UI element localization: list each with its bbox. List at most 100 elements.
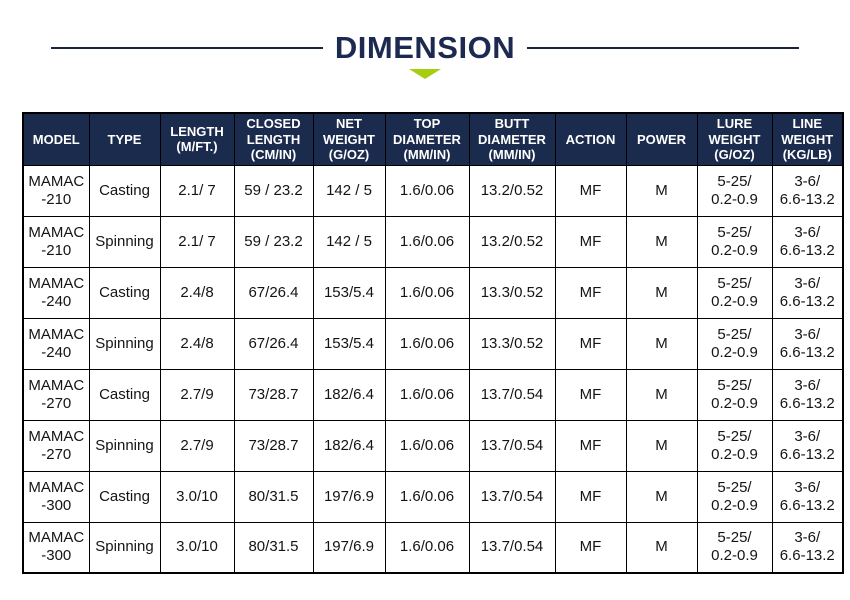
header-model: MODEL	[22, 112, 90, 166]
cell-net-weight: 153/5.4	[312, 317, 386, 370]
title-underline-triangle-icon	[409, 69, 441, 79]
cell-net-weight: 197/6.9	[312, 521, 386, 574]
cell-length: 2.1/ 7	[159, 164, 235, 217]
cell-butt-diameter: 13.3/0.52	[468, 266, 556, 319]
cell-net-weight: 142 / 5	[312, 164, 386, 217]
cell-line-weight: 3-6/ 6.6-13.2	[771, 470, 844, 523]
table-body: MAMAC -210 Casting 2.1/ 7 59 / 23.2 142 …	[22, 164, 844, 574]
cell-action: MF	[554, 266, 627, 319]
cell-power: M	[625, 419, 698, 472]
cell-line-weight: 3-6/ 6.6-13.2	[771, 368, 844, 421]
header-lure-weight: LURE WEIGHT (G/OZ)	[696, 112, 773, 166]
table-header-row: MODEL TYPE LENGTH (M/FT.) CLOSED LENGTH …	[22, 112, 844, 166]
cell-type: Casting	[88, 164, 161, 217]
cell-line-weight: 3-6/ 6.6-13.2	[771, 164, 844, 217]
title-rule-right	[527, 46, 800, 49]
cell-model: MAMAC -240	[22, 317, 90, 370]
table-row: MAMAC -270 Casting 2.7/9 73/28.7 182/6.4…	[22, 368, 844, 421]
cell-type: Casting	[88, 470, 161, 523]
cell-power: M	[625, 215, 698, 268]
table-row: MAMAC -300 Spinning 3.0/10 80/31.5 197/6…	[22, 521, 844, 574]
table-row: MAMAC -240 Spinning 2.4/8 67/26.4 153/5.…	[22, 317, 844, 370]
header-butt-diameter: BUTT DIAMETER (MM/IN)	[468, 112, 556, 166]
cell-action: MF	[554, 521, 627, 574]
cell-power: M	[625, 266, 698, 319]
cell-butt-diameter: 13.3/0.52	[468, 317, 556, 370]
cell-model: MAMAC -270	[22, 368, 90, 421]
cell-type: Spinning	[88, 419, 161, 472]
cell-lure-weight: 5-25/ 0.2-0.9	[696, 164, 773, 217]
cell-closed-length: 73/28.7	[233, 368, 314, 421]
table-header: MODEL TYPE LENGTH (M/FT.) CLOSED LENGTH …	[22, 112, 844, 166]
cell-power: M	[625, 164, 698, 217]
cell-length: 3.0/10	[159, 521, 235, 574]
cell-lure-weight: 5-25/ 0.2-0.9	[696, 266, 773, 319]
cell-type: Spinning	[88, 317, 161, 370]
cell-butt-diameter: 13.7/0.54	[468, 470, 556, 523]
cell-action: MF	[554, 215, 627, 268]
cell-top-diameter: 1.6/0.06	[384, 470, 470, 523]
header-closed-length: CLOSED LENGTH (CM/IN)	[233, 112, 314, 166]
cell-action: MF	[554, 368, 627, 421]
cell-butt-diameter: 13.2/0.52	[468, 164, 556, 217]
cell-type: Spinning	[88, 215, 161, 268]
cell-lure-weight: 5-25/ 0.2-0.9	[696, 317, 773, 370]
section-title-row: DIMENSION	[0, 32, 850, 63]
cell-closed-length: 80/31.5	[233, 470, 314, 523]
cell-action: MF	[554, 317, 627, 370]
header-type: TYPE	[88, 112, 161, 166]
cell-closed-length: 67/26.4	[233, 266, 314, 319]
cell-top-diameter: 1.6/0.06	[384, 419, 470, 472]
table-row: MAMAC -300 Casting 3.0/10 80/31.5 197/6.…	[22, 470, 844, 523]
cell-model: MAMAC -300	[22, 521, 90, 574]
cell-length: 2.7/9	[159, 419, 235, 472]
cell-model: MAMAC -210	[22, 164, 90, 217]
cell-length: 2.4/8	[159, 317, 235, 370]
cell-closed-length: 73/28.7	[233, 419, 314, 472]
header-net-weight: NET WEIGHT (G/OZ)	[312, 112, 386, 166]
cell-closed-length: 59 / 23.2	[233, 164, 314, 217]
cell-power: M	[625, 521, 698, 574]
header-line-weight: LINE WEIGHT (KG/LB)	[771, 112, 844, 166]
cell-action: MF	[554, 164, 627, 217]
title-rule-left	[50, 46, 323, 49]
cell-butt-diameter: 13.7/0.54	[468, 419, 556, 472]
cell-butt-diameter: 13.2/0.52	[468, 215, 556, 268]
table-row: MAMAC -240 Casting 2.4/8 67/26.4 153/5.4…	[22, 266, 844, 319]
cell-model: MAMAC -300	[22, 470, 90, 523]
cell-net-weight: 197/6.9	[312, 470, 386, 523]
cell-power: M	[625, 368, 698, 421]
cell-top-diameter: 1.6/0.06	[384, 215, 470, 268]
cell-line-weight: 3-6/ 6.6-13.2	[771, 215, 844, 268]
cell-power: M	[625, 317, 698, 370]
cell-butt-diameter: 13.7/0.54	[468, 521, 556, 574]
cell-top-diameter: 1.6/0.06	[384, 521, 470, 574]
cell-lure-weight: 5-25/ 0.2-0.9	[696, 419, 773, 472]
cell-power: M	[625, 470, 698, 523]
header-action: ACTION	[554, 112, 627, 166]
cell-closed-length: 59 / 23.2	[233, 215, 314, 268]
cell-line-weight: 3-6/ 6.6-13.2	[771, 419, 844, 472]
cell-lure-weight: 5-25/ 0.2-0.9	[696, 470, 773, 523]
table-row: MAMAC -210 Spinning 2.1/ 7 59 / 23.2 142…	[22, 215, 844, 268]
cell-model: MAMAC -270	[22, 419, 90, 472]
cell-net-weight: 182/6.4	[312, 419, 386, 472]
dimension-table: MODEL TYPE LENGTH (M/FT.) CLOSED LENGTH …	[22, 112, 844, 574]
cell-closed-length: 67/26.4	[233, 317, 314, 370]
cell-length: 2.7/9	[159, 368, 235, 421]
cell-length: 3.0/10	[159, 470, 235, 523]
cell-top-diameter: 1.6/0.06	[384, 266, 470, 319]
cell-top-diameter: 1.6/0.06	[384, 368, 470, 421]
cell-length: 2.1/ 7	[159, 215, 235, 268]
cell-lure-weight: 5-25/ 0.2-0.9	[696, 215, 773, 268]
table-row: MAMAC -210 Casting 2.1/ 7 59 / 23.2 142 …	[22, 164, 844, 217]
cell-model: MAMAC -210	[22, 215, 90, 268]
cell-closed-length: 80/31.5	[233, 521, 314, 574]
cell-net-weight: 153/5.4	[312, 266, 386, 319]
cell-line-weight: 3-6/ 6.6-13.2	[771, 521, 844, 574]
cell-lure-weight: 5-25/ 0.2-0.9	[696, 521, 773, 574]
cell-action: MF	[554, 419, 627, 472]
cell-top-diameter: 1.6/0.06	[384, 164, 470, 217]
cell-top-diameter: 1.6/0.06	[384, 317, 470, 370]
